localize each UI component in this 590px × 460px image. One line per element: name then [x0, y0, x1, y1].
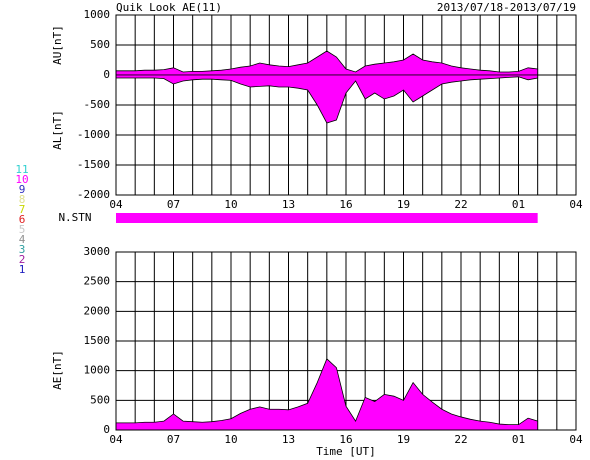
y-tick-label: 500	[90, 393, 110, 406]
station-count: 11	[15, 163, 28, 176]
station-count: 5	[19, 223, 26, 236]
x-tick-label: 19	[397, 198, 410, 211]
x-tick-label: 16	[339, 198, 352, 211]
y-tick-label: 3000	[84, 245, 111, 258]
x-tick-label: 01	[512, 433, 525, 446]
x-tick-label: 04	[569, 433, 583, 446]
chart-title: Quik Look AE(11)	[116, 1, 222, 14]
y-tick-label: 2500	[84, 275, 111, 288]
station-count: 4	[19, 233, 26, 246]
y-axis-label: AE[nT]	[51, 350, 64, 390]
x-tick-label: 19	[397, 433, 410, 446]
x-tick-label: 07	[167, 198, 180, 211]
station-count: 2	[19, 253, 26, 266]
station-count: 8	[19, 193, 26, 206]
x-tick-label: 13	[282, 433, 295, 446]
station-count: 9	[19, 183, 26, 196]
x-tick-label: 16	[339, 433, 352, 446]
y-tick-label: 1000	[84, 8, 111, 21]
y-axis-label: AU[nT]	[51, 25, 64, 65]
station-count: 1	[19, 263, 26, 276]
y-tick-label: -1000	[77, 128, 110, 141]
x-tick-label: 04	[109, 198, 123, 211]
station-count: 7	[19, 203, 26, 216]
y-tick-label: 0	[103, 423, 110, 436]
x-tick-label: 10	[224, 198, 237, 211]
x-tick-label: 22	[454, 198, 467, 211]
y-tick-label: 2000	[84, 304, 111, 317]
plot-frame	[115, 251, 577, 431]
area	[115, 358, 539, 431]
x-tick-label: 01	[512, 198, 525, 211]
x-axis-label: Time [UT]	[316, 445, 376, 458]
x-tick-label: 22	[454, 433, 467, 446]
y-tick-label: 0	[103, 68, 110, 81]
n-stn-label: N.STN	[58, 211, 91, 224]
x-tick-label: 10	[224, 433, 237, 446]
y-tick-label: 500	[90, 38, 110, 51]
station-count: 10	[15, 173, 28, 186]
y-tick-label: -500	[84, 98, 111, 111]
x-tick-label: 04	[109, 433, 123, 446]
x-tick-label: 04	[569, 198, 583, 211]
n-stn-bar	[116, 213, 538, 223]
y-tick-label: 1000	[84, 364, 111, 377]
station-count: 3	[19, 243, 26, 256]
date-range: 2013/07/18-2013/07/19	[437, 1, 576, 14]
x-tick-label: 13	[282, 198, 295, 211]
area	[115, 50, 539, 76]
y-tick-label: 1500	[84, 334, 111, 347]
y-tick-label: -1500	[77, 158, 110, 171]
y-tick-label: -2000	[77, 188, 110, 201]
y-axis-label: AL[nT]	[51, 110, 64, 150]
x-tick-label: 07	[167, 433, 180, 446]
plot-frame	[115, 14, 577, 196]
area	[115, 74, 539, 124]
station-count: 6	[19, 213, 26, 226]
